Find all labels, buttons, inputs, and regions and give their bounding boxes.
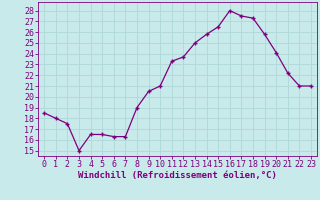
X-axis label: Windchill (Refroidissement éolien,°C): Windchill (Refroidissement éolien,°C)	[78, 171, 277, 180]
